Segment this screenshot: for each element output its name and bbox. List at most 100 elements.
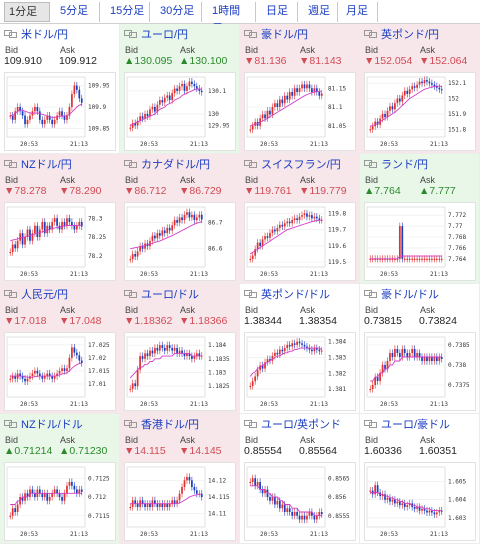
price-chart[interactable]: 17.025 17.02 17.015 17.01 20:53 21:13 — [4, 332, 116, 411]
tab-0[interactable]: 1分足 — [4, 2, 50, 22]
pair-title-link[interactable]: 米ドル/円 — [4, 27, 68, 41]
pair-title-link[interactable]: 英ポンド/円 — [364, 27, 439, 41]
tab-6[interactable]: 週足 — [304, 2, 338, 22]
price-chart[interactable]: 0.8565 0.856 0.8555 20:53 21:13 — [244, 462, 356, 541]
currency-card[interactable]: 人民元/円 Bid Ask ▼17.018 ▼17.048 17.025 17.02 17.0… — [0, 284, 120, 414]
y-tick-label: 17.01 — [88, 381, 106, 388]
price-chart[interactable]: 81.15 81.1 81.05 20:53 21:13 — [244, 72, 356, 151]
pair-name[interactable]: 人民元/円 — [21, 289, 69, 301]
tab-5[interactable]: 日足 — [262, 2, 298, 22]
pair-title-link[interactable]: 英ポンド/ドル — [244, 287, 330, 301]
pair-name[interactable]: ユーロ/英ポンド — [261, 419, 342, 431]
currency-card[interactable]: 米ドル/円 Bid Ask 109.910 109.912 109.95 109.9 109.… — [0, 24, 120, 154]
currency-card[interactable]: ランド/円 Bid Ask ▲7.764 ▲7.777 7.772 7.77 7.768 7.7… — [360, 154, 480, 284]
pair-title-link[interactable]: 豪ドル/円 — [244, 27, 308, 41]
tab-1[interactable]: 5分足 — [56, 2, 100, 22]
currency-card[interactable]: 香港ドル/円 Bid Ask ▼14.115 ▼14.145 14.12 14.115 14.… — [120, 414, 240, 544]
candle-body — [171, 225, 174, 231]
y-tick-label: 109.9 — [88, 104, 106, 111]
pair-title-link[interactable]: スイスフラン/円 — [244, 157, 341, 171]
candle-body — [438, 510, 441, 513]
candle-body — [183, 353, 186, 357]
ask-value: ▼17.048 — [59, 315, 102, 327]
moving-average-line — [10, 492, 82, 505]
price-chart[interactable]: 0.7125 0.712 0.7115 20:53 21:13 — [4, 462, 116, 541]
pair-name[interactable]: 豪ドル/ドル — [381, 289, 440, 301]
candle-body — [278, 500, 281, 509]
bid-label: Bid — [365, 305, 379, 315]
candle-body — [301, 343, 303, 345]
price-chart[interactable]: 1.384 1.383 1.382 1.381 20:53 21:13 — [244, 332, 356, 411]
candle-body — [181, 217, 183, 221]
currency-card[interactable]: 豪ドル/ドル Bid Ask 0.73815 0.73824 0.7385 0.738 0.7… — [360, 284, 480, 414]
pair-title-link[interactable]: ユーロ/円 — [124, 27, 188, 41]
price-chart[interactable]: 130.1 130 129.95 20:53 21:13 — [124, 72, 236, 151]
pair-title-link[interactable]: NZドル/円 — [4, 157, 72, 171]
pair-title-link[interactable]: 人民元/円 — [4, 287, 68, 301]
currency-card[interactable]: 豪ドル/円 Bid Ask ▼81.136 ▼81.143 81.15 81.1 81.05 2… — [240, 24, 360, 154]
candle-body — [41, 493, 44, 497]
candle-body — [298, 216, 301, 220]
currency-card[interactable]: カナダドル/円 Bid Ask ▼86.712 ▼86.729 86.7 86.6 20:53… — [120, 154, 240, 284]
price-chart[interactable]: 1.184 1.1835 1.183 1.1825 20:53 21:13 — [124, 332, 236, 411]
price-chart[interactable]: 152.1 152 151.9 151.8 20:53 21:13 — [364, 72, 476, 151]
pair-name[interactable]: ユーロ/ドル — [141, 289, 200, 301]
candle-body — [394, 258, 396, 260]
pair-name[interactable]: 英ポンド/円 — [381, 29, 440, 41]
candle-body — [26, 378, 29, 382]
pair-name[interactable]: 香港ドル/円 — [141, 419, 200, 431]
price-chart[interactable]: 86.7 86.6 20:53 21:13 — [124, 202, 236, 281]
candle-body — [144, 113, 146, 119]
pair-name[interactable]: ユーロ/円 — [141, 29, 189, 41]
price-chart[interactable]: 119.8 119.7 119.6 119.5 20:53 21:13 — [244, 202, 356, 281]
pair-name[interactable]: 米ドル/円 — [21, 29, 69, 41]
tab-2[interactable]: 15分足 — [106, 2, 150, 22]
pair-title-link[interactable]: 豪ドル/ドル — [364, 287, 439, 301]
currency-card[interactable]: ユーロ/英ポンド Bid Ask 0.85554 0.85564 0.8565 0.856 0… — [240, 414, 360, 544]
pair-title-link[interactable]: 香港ドル/円 — [124, 417, 199, 431]
currency-card[interactable]: NZドル/ドル Bid Ask ▲0.71214 ▲0.71230 0.7125 0.712… — [0, 414, 120, 544]
pair-name[interactable]: スイスフラン/円 — [261, 159, 341, 171]
candle-body — [264, 236, 266, 240]
currency-card[interactable]: ユーロ/ドル Bid Ask ▼1.18362 ▼1.18366 1.184 1.1835 1… — [120, 284, 240, 414]
price-chart[interactable]: 78.3 78.25 78.2 20:53 21:13 — [4, 202, 116, 281]
x-tick-label: 21:13 — [310, 271, 328, 278]
bid-value: ▲130.095 — [124, 55, 173, 67]
pair-name[interactable]: ユーロ/豪ドル — [381, 419, 451, 431]
tab-4[interactable]: 1時間足 — [208, 2, 256, 35]
candle-body — [176, 88, 178, 91]
pair-title-link[interactable]: ユーロ/英ポンド — [244, 417, 341, 431]
currency-card[interactable]: 英ポンド/ドル Bid Ask 1.38344 1.38354 1.384 1.383 1.3… — [240, 284, 360, 414]
pair-name[interactable]: NZドル/ドル — [21, 419, 83, 431]
price-chart[interactable]: 0.7385 0.738 0.7375 20:53 21:13 — [364, 332, 476, 411]
candle-body — [306, 84, 308, 89]
pair-name[interactable]: ランド/円 — [381, 159, 429, 171]
currency-card[interactable]: 英ポンド/円 Bid Ask ▼152.054 ▼152.064 152.1 152 151.… — [360, 24, 480, 154]
candle-body — [156, 233, 159, 239]
candle-body — [75, 85, 78, 90]
pair-name[interactable]: NZドル/円 — [21, 159, 72, 171]
currency-card[interactable]: スイスフラン/円 Bid Ask ▼119.761 ▼119.779 119.8 119.7… — [240, 154, 360, 284]
pair-title-link[interactable]: ユーロ/ドル — [124, 287, 199, 301]
ask-label: Ask — [300, 175, 316, 185]
pair-title-link[interactable]: カナダドル/円 — [124, 157, 210, 171]
pair-title-link[interactable]: ランド/円 — [364, 157, 428, 171]
price-chart[interactable]: 7.772 7.77 7.768 7.766 7.764 20:53 21:13 — [364, 202, 476, 281]
price-chart[interactable]: 109.95 109.9 109.85 20:53 21:13 — [4, 72, 116, 151]
currency-card[interactable]: NZドル/円 Bid Ask ▼78.278 ▼78.290 78.3 78.25 78.2 2… — [0, 154, 120, 284]
currency-card[interactable]: ユーロ/円 Bid Ask ▲130.095 ▲130.100 130.1 130 129.9… — [120, 24, 240, 154]
pair-title-link[interactable]: NZドル/ドル — [4, 417, 83, 431]
pair-name[interactable]: 英ポンド/ドル — [261, 289, 331, 301]
price-chart[interactable]: 14.12 14.115 14.11 20:53 21:13 — [124, 462, 236, 541]
candle-body — [61, 222, 63, 230]
tab-7[interactable]: 月足 — [342, 2, 378, 22]
candle-body — [269, 497, 271, 501]
pair-name[interactable]: 豪ドル/円 — [261, 29, 309, 41]
pair-title-link[interactable]: ユーロ/豪ドル — [364, 417, 450, 431]
tab-3[interactable]: 30分足 — [156, 2, 202, 22]
candle-body — [16, 504, 19, 512]
pair-name[interactable]: カナダドル/円 — [141, 159, 211, 171]
candle-body — [401, 95, 404, 102]
price-chart[interactable]: 1.605 1.604 1.603 20:53 21:13 — [364, 462, 476, 541]
currency-card[interactable]: ユーロ/豪ドル Bid Ask 1.60336 1.60351 1.605 1.604 1.6… — [360, 414, 480, 544]
